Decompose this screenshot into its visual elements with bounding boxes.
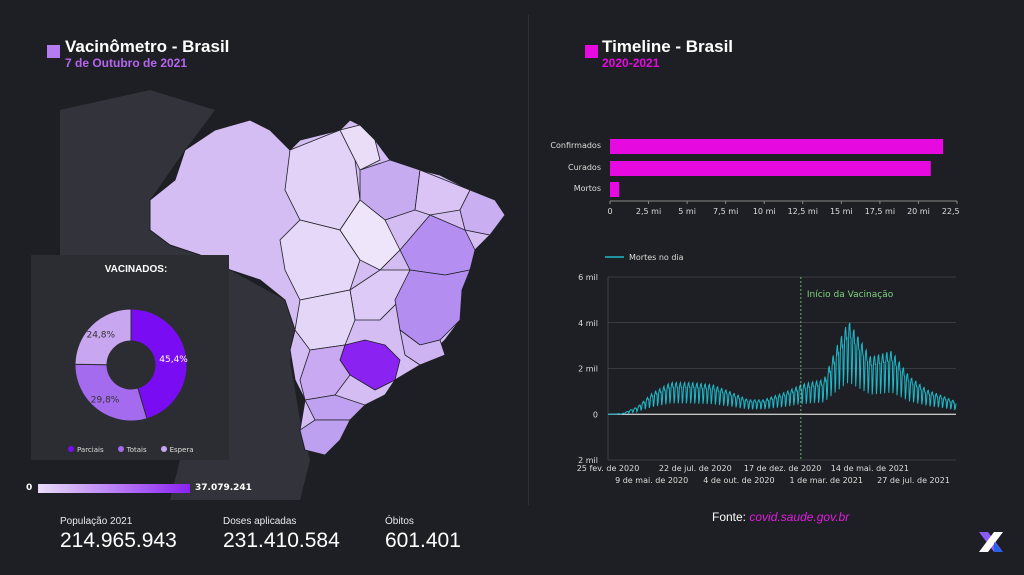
donut-slice-label: 24,8% <box>86 330 115 340</box>
brazil-map <box>60 90 506 500</box>
line-y-tick-label: 0 <box>593 410 598 419</box>
stat-doses-value: 231.410.584 <box>223 529 340 552</box>
bar-x-tick-label: 22,5 mi <box>942 207 960 216</box>
vacinados-donut-chart: 45,4% 29,8% 24,8% <box>74 308 188 422</box>
line-x-tick-label: 14 de mai. de 2021 <box>831 464 909 473</box>
bar-x-tick-label: 2,5 mi <box>636 207 661 216</box>
line-x-tick-label: 25 fev. de 2020 <box>577 464 640 473</box>
bar-x-tick-label: 0 <box>607 207 612 216</box>
legend-dot-icon <box>68 446 74 452</box>
bar-category-label: Confirmados <box>550 141 601 150</box>
legend-dot-icon <box>160 446 167 452</box>
map-scale-max: 37.079.241 <box>195 483 252 493</box>
bar-x-tick-label: 5 mi <box>678 207 696 216</box>
bar-x-tick-label: 7,5 mi <box>713 207 738 216</box>
bar-x-tick-label: 12,5 mi <box>788 207 818 216</box>
stat-doses-label: Doses aplicadas <box>223 516 297 527</box>
line-x-tick-label: 1 de mar. de 2021 <box>790 476 863 485</box>
source-credit: Fonte: covid.saude.gov.br <box>712 510 849 524</box>
donut-slice-totais <box>74 363 148 422</box>
timeline-title: Timeline - Brasil <box>602 37 734 56</box>
legend-item-totais: Totais <box>117 446 147 454</box>
line-x-tick-label: 22 de jul. de 2020 <box>659 464 732 473</box>
deaths-series-line <box>607 322 957 415</box>
bar-x-tick-label: 15 mi <box>830 207 853 216</box>
vacinometro-date: 7 de Outubro de 2021 <box>65 56 188 70</box>
legend-label: Totais <box>126 446 147 454</box>
stat-obitos-value: 601.401 <box>385 529 461 552</box>
map-scale-min: 0 <box>26 483 33 493</box>
line-y-tick-label: 6 mil <box>578 273 598 282</box>
panel-divider <box>528 15 529 505</box>
source-label: Fonte: <box>712 510 747 524</box>
donut-slice-parciais <box>130 308 188 420</box>
totals-bar-chart: Confirmados Curados Mortos 0 2,5 mi 5 mi 7,5 m… <box>550 139 960 216</box>
line-x-tick-label: 9 de mai. de 2020 <box>615 476 688 485</box>
bar-mortos <box>610 182 620 197</box>
deaths-line-chart: Mortes no dia 6 mil 4 mil 2 mil 0 2 mil Início… <box>577 253 957 485</box>
brand-logo-icon <box>979 532 1003 552</box>
line-y-tick-label: 2 mil <box>578 365 598 374</box>
line-x-tick-label: 17 de dez. de 2020 <box>744 464 821 473</box>
legend-label: Parciais <box>77 446 104 454</box>
vacinados-panel <box>31 255 229 460</box>
donut-slice-espera <box>74 308 132 366</box>
donut-slice-label: 29,8% <box>91 395 120 405</box>
south-america-land <box>60 90 310 500</box>
bar-x-tick-label: 20 mi <box>907 207 930 216</box>
title-marker-icon <box>47 45 60 58</box>
stat-populacao-label: População 2021 <box>60 516 133 527</box>
bar-category-label: Curados <box>568 163 601 172</box>
line-y-tick-label: 2 mil <box>578 456 598 465</box>
legend-label: Espera <box>169 446 194 454</box>
bar-x-tick-label: 17,5 mi <box>865 207 895 216</box>
vaccination-annotation: Início da Vacinação <box>807 290 894 300</box>
line-x-tick-label: 27 de jul. de 2021 <box>877 476 950 485</box>
line-y-tick-label: 4 mil <box>578 319 598 328</box>
legend-dot-icon <box>117 446 124 452</box>
map-scale-bar <box>38 484 190 493</box>
bar-curados <box>610 161 931 176</box>
bar-confirmados <box>610 139 944 154</box>
legend-item-espera: Espera <box>160 446 194 454</box>
stat-populacao-value: 214.965.943 <box>60 529 177 552</box>
legend-item-parciais: Parciais <box>68 446 104 454</box>
vacinometro-title: Vacinômetro - Brasil <box>65 37 230 56</box>
bar-x-tick-label: 10 mi <box>753 207 776 216</box>
donut-title: VACINADOS: <box>104 264 168 275</box>
line-legend-label: Mortes no dia <box>629 253 684 262</box>
bar-category-label: Mortos <box>574 184 601 193</box>
stat-obitos-label: Óbitos <box>385 516 414 527</box>
donut-legend: Parciais Totais Espera <box>68 446 194 454</box>
title-marker-icon <box>585 45 598 58</box>
source-link[interactable]: covid.saude.gov.br <box>749 510 850 524</box>
donut-slice-label: 45,4% <box>159 355 188 365</box>
line-x-tick-label: 4 de out. de 2020 <box>703 476 774 485</box>
timeline-period: 2020-2021 <box>602 56 660 70</box>
